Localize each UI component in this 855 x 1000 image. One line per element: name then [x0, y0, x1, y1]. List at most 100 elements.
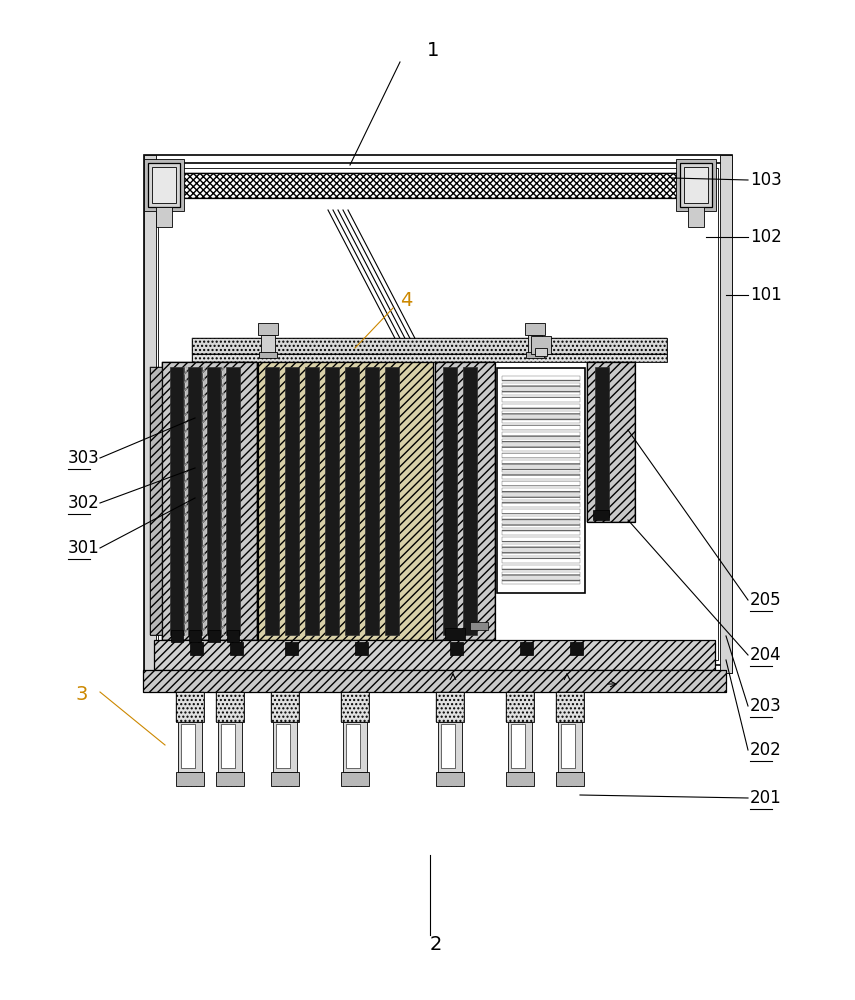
- Bar: [221, 367, 224, 635]
- Bar: [525, 323, 545, 335]
- Bar: [556, 692, 584, 722]
- Bar: [688, 207, 704, 227]
- Bar: [207, 367, 221, 635]
- Bar: [520, 642, 533, 655]
- Text: 103: 103: [750, 171, 781, 189]
- Text: 204: 204: [750, 646, 781, 664]
- Bar: [502, 544, 580, 549]
- Bar: [271, 692, 299, 722]
- Bar: [502, 397, 580, 402]
- Bar: [144, 159, 184, 211]
- Text: 302: 302: [68, 494, 100, 512]
- Bar: [506, 772, 534, 786]
- Bar: [502, 439, 580, 444]
- Text: 203: 203: [750, 697, 781, 715]
- Bar: [258, 362, 433, 640]
- Bar: [341, 692, 369, 722]
- Bar: [502, 523, 580, 528]
- Bar: [271, 692, 299, 722]
- Bar: [502, 558, 580, 563]
- Bar: [152, 163, 724, 665]
- Bar: [502, 509, 580, 514]
- Text: 301: 301: [68, 539, 100, 557]
- Bar: [526, 352, 544, 358]
- Bar: [502, 390, 580, 395]
- Text: 102: 102: [750, 228, 781, 246]
- Text: 303: 303: [68, 449, 100, 467]
- Bar: [325, 367, 339, 635]
- Bar: [192, 338, 667, 354]
- Bar: [502, 418, 580, 423]
- Bar: [143, 670, 726, 692]
- Bar: [441, 724, 455, 768]
- Bar: [502, 446, 580, 451]
- Bar: [676, 159, 716, 211]
- Bar: [154, 640, 715, 670]
- Bar: [259, 352, 277, 358]
- Bar: [502, 481, 580, 486]
- Text: 3: 3: [75, 686, 87, 704]
- Bar: [343, 722, 367, 772]
- Bar: [184, 367, 187, 635]
- Bar: [570, 642, 583, 655]
- Bar: [502, 376, 580, 381]
- Bar: [684, 167, 708, 203]
- Bar: [502, 530, 580, 535]
- Bar: [162, 362, 257, 640]
- Bar: [285, 367, 299, 635]
- Bar: [502, 488, 580, 493]
- Text: 1: 1: [427, 40, 439, 60]
- Bar: [355, 642, 368, 655]
- Bar: [192, 338, 667, 354]
- Text: 4: 4: [400, 290, 412, 310]
- Bar: [463, 367, 477, 635]
- Bar: [558, 722, 582, 772]
- Bar: [192, 354, 667, 362]
- Bar: [502, 467, 580, 472]
- Bar: [595, 367, 609, 517]
- Bar: [176, 692, 204, 722]
- Bar: [502, 502, 580, 507]
- Bar: [175, 173, 681, 198]
- Bar: [445, 628, 465, 640]
- Bar: [502, 579, 580, 584]
- Bar: [176, 772, 204, 786]
- Bar: [178, 722, 202, 772]
- Bar: [216, 692, 244, 722]
- Bar: [188, 367, 202, 635]
- Bar: [587, 362, 635, 522]
- Bar: [502, 404, 580, 409]
- Text: 205: 205: [750, 591, 781, 609]
- Bar: [258, 362, 433, 640]
- Bar: [156, 207, 172, 227]
- Bar: [508, 722, 532, 772]
- Bar: [216, 692, 244, 722]
- Bar: [535, 348, 547, 356]
- Bar: [502, 565, 580, 570]
- Text: 202: 202: [750, 741, 781, 759]
- Text: 201: 201: [750, 789, 781, 807]
- Bar: [593, 510, 609, 520]
- Bar: [443, 367, 457, 635]
- Bar: [502, 474, 580, 479]
- Bar: [176, 692, 204, 722]
- Bar: [152, 167, 176, 203]
- Bar: [502, 383, 580, 388]
- Bar: [556, 692, 584, 722]
- Bar: [171, 630, 183, 642]
- Bar: [221, 724, 235, 768]
- Bar: [680, 163, 712, 207]
- Bar: [470, 622, 488, 630]
- Bar: [365, 367, 379, 635]
- Bar: [170, 367, 184, 635]
- Bar: [305, 367, 319, 635]
- Text: 2: 2: [430, 936, 442, 954]
- Bar: [273, 722, 297, 772]
- Bar: [154, 640, 715, 670]
- Bar: [511, 724, 525, 768]
- Bar: [265, 367, 279, 635]
- Bar: [436, 692, 464, 722]
- Bar: [285, 642, 298, 655]
- Bar: [436, 772, 464, 786]
- Bar: [720, 155, 732, 673]
